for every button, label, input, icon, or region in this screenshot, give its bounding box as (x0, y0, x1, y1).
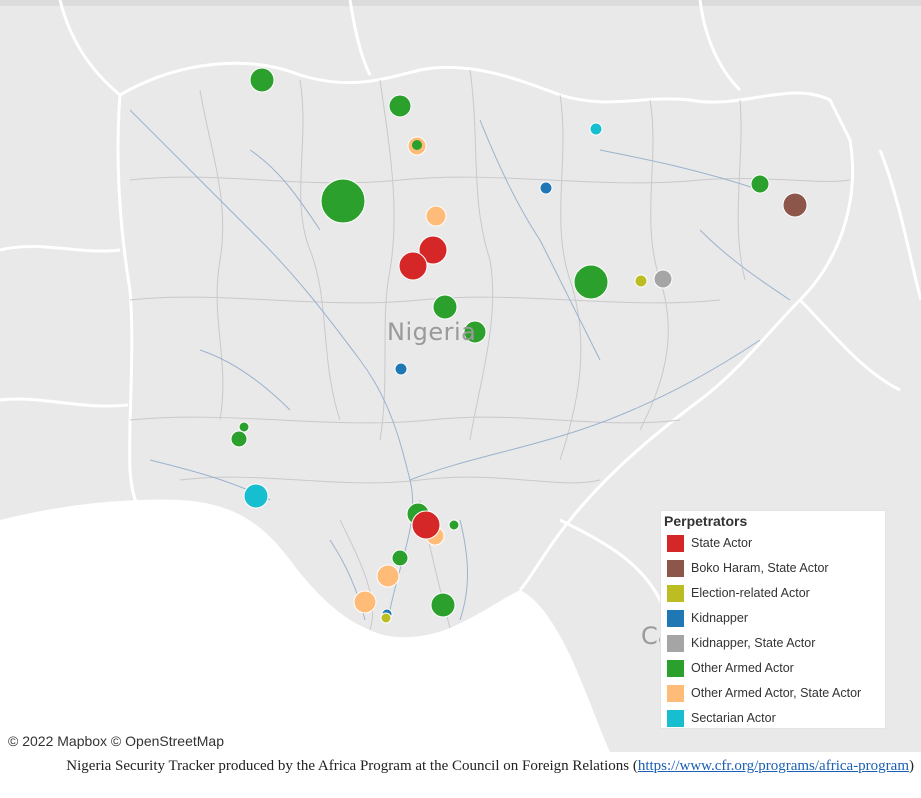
marker-state-actor (418, 235, 448, 265)
marker-kidnapper (539, 181, 553, 195)
legend-item-boko-haram-state-actor[interactable]: Boko Haram, State Actor (667, 559, 829, 577)
marker-election-related-actor (380, 612, 392, 624)
legend-item-state-actor[interactable]: State Actor (667, 534, 752, 552)
legend-label: Sectarian Actor (691, 711, 776, 725)
legend-label: Other Armed Actor, State Actor (691, 686, 862, 700)
marker-other-armed-actor-state-actor (425, 205, 447, 227)
marker-other-armed-actor (432, 294, 458, 320)
legend-item-sectarian-actor[interactable]: Sectarian Actor (667, 709, 776, 727)
marker-other-armed-actor-state-actor (353, 590, 377, 614)
atlantic-ocean (0, 499, 610, 752)
marker-other-armed-actor-state-actor (376, 564, 400, 588)
legend-swatch (667, 609, 684, 627)
marker-sectarian-actor (243, 483, 269, 509)
marker-election-related-actor (634, 274, 648, 288)
marker-kidnapper (394, 362, 408, 376)
marker-boko-haram-state-actor (782, 192, 808, 218)
legend-label: Kidnapper (691, 611, 748, 625)
legend-swatch (667, 684, 684, 702)
legend-item-other-armed-actor-state-actor[interactable]: Other Armed Actor, State Actor (667, 684, 861, 702)
legend-swatch (667, 534, 684, 552)
marker-state-actor (398, 251, 428, 281)
legend-swatch (667, 584, 684, 602)
marker-other-armed-actor (230, 430, 248, 448)
marker-other-armed-actor (249, 67, 275, 93)
legend-label: Boko Haram, State Actor (691, 561, 829, 575)
marker-other-armed-actor (238, 421, 250, 433)
legend: Perpetrators State Actor Boko Haram, Sta… (660, 510, 886, 729)
caption-close: ) (909, 758, 914, 774)
legend-item-kidnapper[interactable]: Kidnapper (667, 609, 748, 627)
marker-other-armed-actor (320, 178, 366, 224)
state-borders (129, 69, 851, 631)
legend-label: State Actor (691, 536, 753, 550)
country-label-nigeria: Nigeria (387, 318, 477, 346)
legend-label: Election-related Actor (691, 586, 810, 600)
marker-other-armed-actor (463, 320, 487, 344)
marker-kidnapper-state-actor (653, 269, 673, 289)
marker-state-actor (411, 510, 441, 540)
marker-other-armed-actor (391, 549, 409, 567)
legend-item-election-related-actor[interactable]: Election-related Actor (667, 584, 810, 602)
marker-other-armed-actor (430, 592, 456, 618)
legend-swatch (667, 709, 684, 727)
marker-other-armed-actor (448, 519, 460, 531)
map-attribution[interactable]: © 2022 Mapbox © OpenStreetMap (8, 733, 224, 749)
legend-item-other-armed-actor[interactable]: Other Armed Actor (667, 659, 794, 677)
event-markers (230, 67, 808, 624)
marker-other-armed-actor (573, 264, 609, 300)
legend-swatch (667, 559, 684, 577)
marker-sectarian-actor (589, 122, 603, 136)
caption: Nigeria Security Tracker produced by the… (36, 757, 914, 775)
caption-text: Nigeria Security Tracker produced by the… (66, 758, 638, 774)
cfr-africa-program-link[interactable]: https://www.cfr.org/programs/africa-prog… (637, 758, 909, 774)
marker-other-armed-actor (412, 140, 422, 150)
legend-item-kidnapper-state-actor[interactable]: Kidnapper, State Actor (667, 634, 815, 652)
marker-other-armed-actor (388, 94, 412, 118)
legend-title: Perpetrators (664, 513, 748, 529)
marker-other-armed-actor (750, 174, 770, 194)
legend-swatch (667, 634, 684, 652)
legend-label: Kidnapper, State Actor (691, 636, 816, 650)
map-view[interactable]: Nigeria Ca © 2022 Mapbox © OpenStreetMap… (0, 0, 921, 752)
legend-swatch (667, 659, 684, 677)
legend-label: Other Armed Actor (691, 661, 794, 675)
